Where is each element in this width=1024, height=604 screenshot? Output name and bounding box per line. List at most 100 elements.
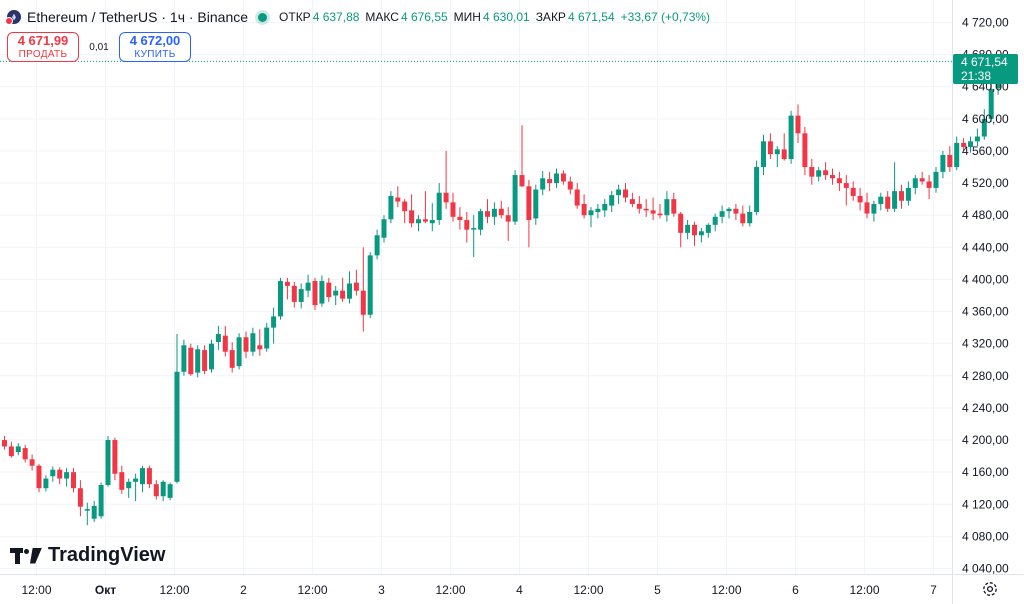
candle-body-up (436, 192, 442, 221)
candle-body-down (864, 202, 870, 214)
time-axis-label: 12:00 (711, 583, 741, 597)
candle-body-down (547, 179, 553, 184)
ohlc-open-value: 4 637,88 (312, 10, 360, 24)
candle-body-up (236, 337, 242, 367)
candle-body-down (926, 181, 932, 188)
candle-body-down (899, 191, 904, 201)
candle-body-down (229, 350, 235, 368)
candle-body-up (126, 481, 132, 489)
candle-body-down (402, 201, 408, 212)
symbol-title[interactable]: Ethereum / TetherUS · 1ч · Binance (27, 9, 249, 25)
candle-body-up (133, 478, 139, 482)
candle-body-down (202, 350, 208, 371)
candle-body-up (429, 220, 435, 224)
price-axis-label: 4 080,00 (962, 529, 1009, 543)
candle-body-up (374, 235, 380, 256)
price-axis-label: 4 720,00 (962, 16, 1009, 30)
candle-body-up (305, 282, 311, 291)
buy-button[interactable]: 4 672,00 КУПИТЬ (119, 32, 191, 62)
candle-body-down (850, 187, 856, 196)
gear-icon[interactable] (981, 580, 999, 598)
price-axis-labels: 4 720,004 680,004 640,004 600,004 560,00… (962, 16, 1009, 576)
candle-body-up (160, 481, 166, 497)
time-axis-label: 12:00 (573, 583, 603, 597)
grid-lines (0, 0, 952, 574)
candle-body-up (878, 196, 884, 204)
candle-body-up (271, 316, 277, 328)
candle-body-down (22, 448, 28, 460)
candle-body-down (919, 178, 925, 182)
candle-body-down (795, 115, 801, 134)
candle-body-up (333, 290, 339, 296)
candle-body-down (781, 149, 787, 159)
sell-button[interactable]: 4 671,99 ПРОДАТЬ (7, 32, 79, 62)
candle-body-up (554, 173, 559, 184)
candle-body-down (823, 170, 829, 176)
time-axis-label: 12:00 (435, 583, 465, 597)
sell-price: 4 671,99 (17, 33, 69, 49)
last-price-tag: 4 671,54 21:38 (953, 54, 1018, 84)
price-axis-label: 4 520,00 (962, 176, 1009, 190)
candle-body-up (588, 210, 594, 216)
candle-body-down (650, 210, 656, 214)
candle-body-down (947, 154, 953, 168)
price-axis-label: 4 480,00 (962, 208, 1009, 222)
candle-body-down (450, 202, 456, 217)
candle-body-down (567, 181, 573, 190)
candle-body-down (643, 208, 649, 211)
candle-body-down (77, 488, 83, 507)
price-axis-label: 4 360,00 (962, 305, 1009, 319)
spread-value: 0,01 (89, 41, 109, 53)
candle-body-up (726, 208, 732, 212)
candle-body-up (816, 170, 822, 177)
candle-body-down (257, 345, 263, 350)
candle-body-up (905, 187, 911, 201)
candle-body-up (478, 211, 484, 230)
ohlc-close-value: 4 671,54 (567, 10, 615, 24)
candle-body-up (698, 231, 704, 236)
candle-body-up (491, 208, 497, 217)
candle-body-up (471, 228, 477, 230)
last-price-value: 4 671,54 (961, 55, 1008, 69)
candle-body-down (836, 178, 842, 184)
price-axis-label: 4 440,00 (962, 240, 1009, 254)
candle-body-down (843, 183, 849, 188)
candle-body-up (533, 189, 539, 219)
time-axis-label: Окт (95, 583, 116, 597)
price-axis-label: 4 320,00 (962, 337, 1009, 351)
candle-body-down (830, 175, 835, 179)
candle-body-down (733, 208, 739, 214)
candle-body-down (36, 465, 42, 489)
candle-body-up (105, 440, 111, 485)
bar-countdown: 21:38 (961, 69, 992, 83)
candle-body-up (761, 141, 766, 168)
ohlc-low-label: МИН (453, 10, 481, 24)
price-axis-label: 4 240,00 (962, 401, 1009, 415)
candle-body-down (353, 282, 359, 291)
candle-body-up (974, 136, 980, 142)
tradingview-logo[interactable]: TradingView (10, 544, 165, 567)
candle-body-down (153, 484, 159, 497)
candle-body-down (8, 446, 14, 457)
candle-body-up (609, 195, 615, 206)
candle-body-up (367, 255, 373, 315)
candle-body-up (84, 509, 90, 511)
candle-body-down (857, 195, 863, 203)
price-axis-label: 4 120,00 (962, 497, 1009, 511)
price-axis-label: 4 400,00 (962, 272, 1009, 286)
chart-legend: Ethereum / TetherUS · 1ч · Binance ОТКР 4… (5, 7, 716, 27)
time-axis-label: 12:00 (159, 583, 189, 597)
candle-body-up (954, 142, 960, 168)
time-axis-label: 12:00 (297, 583, 327, 597)
buy-price: 4 672,00 (129, 33, 181, 49)
candle-body-up (981, 118, 987, 137)
candle-body-down (961, 142, 967, 147)
candle-body-up (512, 175, 518, 222)
candle-body-down (505, 215, 511, 222)
time-axis-labels: 12:00 Окт 12:00 2 12:00 3 12:00 4 12:00 5 12:00 6 12… (21, 583, 937, 597)
candle-body-up (215, 334, 221, 343)
time-axis-label: 5 (654, 583, 661, 597)
buy-label: КУПИТЬ (134, 48, 176, 60)
time-axis-label: 6 (792, 583, 799, 597)
